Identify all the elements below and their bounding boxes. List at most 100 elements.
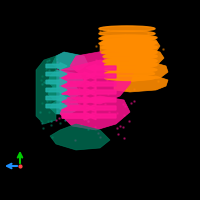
Point: [58, 122, 61, 125]
Point: [78, 103, 81, 106]
Point: [73, 91, 76, 94]
Point: [47, 110, 50, 113]
Polygon shape: [100, 36, 160, 56]
Point: [70, 113, 73, 116]
Point: [124, 104, 127, 107]
Point: [162, 47, 165, 50]
Point: [105, 72, 108, 76]
Ellipse shape: [105, 62, 155, 67]
FancyArrow shape: [62, 80, 95, 88]
Polygon shape: [114, 76, 168, 92]
Polygon shape: [110, 62, 168, 82]
Point: [44, 67, 47, 70]
Point: [103, 107, 106, 110]
Point: [94, 126, 97, 129]
Point: [64, 118, 67, 122]
Point: [117, 132, 120, 136]
Point: [132, 63, 135, 66]
Point: [132, 99, 135, 102]
Point: [60, 91, 64, 95]
Point: [96, 132, 99, 135]
FancyArrow shape: [62, 72, 95, 80]
Point: [50, 135, 53, 138]
FancyArrow shape: [62, 96, 95, 104]
Ellipse shape: [99, 31, 155, 36]
Point: [81, 95, 84, 98]
Ellipse shape: [105, 71, 155, 76]
Point: [52, 97, 55, 101]
Point: [144, 61, 148, 64]
Point: [86, 119, 90, 122]
Ellipse shape: [101, 50, 157, 55]
Point: [46, 60, 49, 63]
Point: [56, 60, 59, 63]
Ellipse shape: [101, 45, 157, 50]
Point: [59, 75, 62, 78]
Polygon shape: [60, 60, 136, 104]
Point: [77, 75, 80, 79]
Point: [40, 83, 44, 86]
Point: [125, 87, 128, 90]
FancyArrow shape: [86, 112, 116, 120]
Point: [40, 122, 43, 125]
Point: [54, 85, 57, 88]
Point: [111, 64, 115, 67]
Point: [131, 70, 135, 73]
Point: [106, 29, 110, 32]
Ellipse shape: [103, 54, 157, 59]
Point: [84, 118, 87, 121]
Point: [94, 59, 97, 62]
FancyArrow shape: [46, 63, 67, 69]
Point: [106, 93, 109, 96]
Point: [123, 114, 126, 117]
Point: [147, 46, 150, 49]
Point: [97, 98, 101, 101]
Point: [123, 59, 126, 62]
Point: [46, 99, 49, 102]
Ellipse shape: [105, 58, 157, 63]
FancyArrow shape: [46, 87, 67, 93]
Point: [112, 96, 115, 100]
Point: [96, 81, 99, 84]
Point: [66, 103, 69, 106]
Point: [118, 44, 121, 47]
Point: [120, 76, 123, 79]
Point: [39, 120, 42, 123]
FancyArrow shape: [86, 88, 116, 96]
Point: [90, 111, 93, 114]
Point: [62, 94, 65, 97]
Ellipse shape: [103, 49, 157, 54]
Point: [69, 105, 72, 108]
Point: [55, 118, 58, 121]
Point: [122, 102, 125, 105]
Point: [41, 126, 45, 130]
Polygon shape: [50, 124, 110, 150]
Point: [49, 119, 53, 122]
Point: [152, 62, 155, 65]
Ellipse shape: [105, 67, 155, 72]
FancyArrow shape: [86, 72, 116, 80]
Point: [121, 69, 124, 73]
Point: [105, 79, 109, 82]
Point: [56, 98, 60, 101]
Point: [86, 120, 89, 123]
Point: [47, 69, 51, 72]
Point: [41, 102, 44, 105]
FancyArrow shape: [62, 104, 95, 112]
Ellipse shape: [101, 40, 157, 45]
Ellipse shape: [105, 76, 155, 80]
Point: [73, 83, 76, 87]
Point: [47, 58, 51, 62]
Polygon shape: [104, 48, 164, 70]
Point: [80, 123, 83, 127]
Point: [108, 60, 112, 64]
Polygon shape: [60, 96, 130, 130]
Point: [112, 66, 115, 70]
FancyArrow shape: [62, 88, 95, 96]
Point: [81, 85, 84, 88]
Polygon shape: [48, 70, 84, 88]
Point: [119, 125, 122, 128]
Polygon shape: [36, 56, 56, 124]
Point: [129, 78, 132, 81]
Point: [64, 113, 68, 116]
